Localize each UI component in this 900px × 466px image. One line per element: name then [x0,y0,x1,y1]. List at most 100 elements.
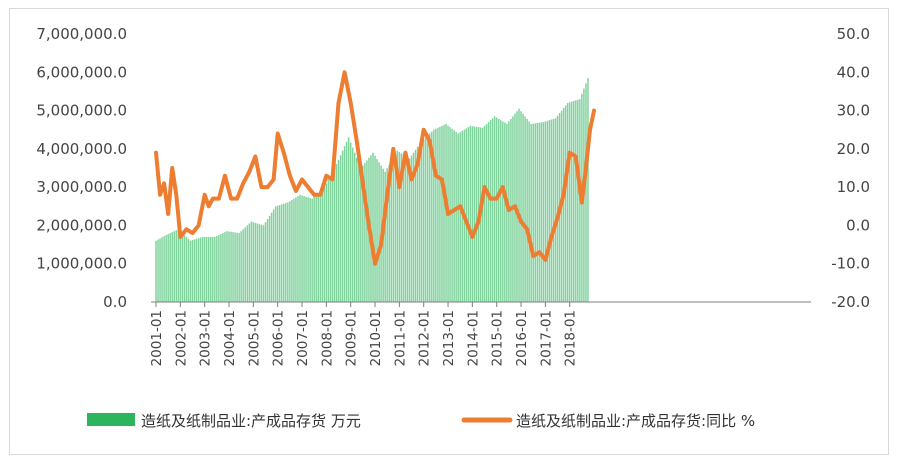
legend: 造纸及纸制品业:产成品存货 万元 造纸及纸制品业:产成品存货:同比 % [87,412,755,430]
bar [155,240,157,302]
bar [258,224,261,302]
bar [408,158,411,302]
bar [410,155,413,302]
bar [544,121,547,302]
x-tick-label: 2006-01 [271,310,287,366]
bar [552,118,555,303]
bar [497,118,500,303]
bar [360,168,362,302]
bar [459,132,461,302]
bar [266,219,269,302]
bar [465,128,468,302]
bar [491,118,494,302]
x-axis: 2001-01 2002-01 2003-01 2004-01 2005-01 2006-… [149,302,579,366]
bar [193,239,196,302]
bar [471,126,474,302]
bar [161,237,163,302]
bar [347,137,350,302]
bar [287,202,289,302]
bar [214,236,216,302]
bar [285,203,287,302]
bar [291,199,293,302]
line-series [154,70,597,266]
bar [238,233,240,302]
x-tick-label: 2018-01 [563,310,579,366]
bar [372,152,374,302]
legend-label-bar: 造纸及纸制品业:产成品存货 万元 [141,412,361,430]
bar [536,123,539,302]
bar [228,231,230,302]
legend-swatch-bar [87,413,135,426]
bar [163,236,165,302]
bar [538,122,541,302]
bar [366,160,368,302]
bar [205,236,208,302]
bar [378,162,380,302]
chart-frame: 7,000,000.0 6,000,000.0 5,000,000.0 4,000,0… [9,8,889,455]
bar [392,157,395,302]
bar [542,122,545,302]
bar [433,129,435,302]
bar [568,102,571,302]
bar [406,157,409,302]
bar [329,175,332,302]
bar [483,125,486,302]
y-right-tick-label: 30.0 [837,102,870,120]
y-left-tick-label: 1,000,000.0 [36,255,127,273]
bar [323,187,326,302]
bar [469,125,472,302]
bar [262,225,265,302]
bar [333,168,336,302]
bar [240,231,242,302]
bar [429,133,431,302]
bar [520,111,522,303]
bar [169,233,171,302]
bar [349,142,352,302]
bar [556,115,559,303]
bar [293,198,295,302]
bar [252,222,255,302]
bar [500,120,502,302]
bar [220,234,222,302]
bar [159,238,161,302]
bar [319,190,322,302]
bar [268,215,271,302]
bar [343,146,346,302]
x-tick-label: 2003-01 [198,310,214,366]
x-tick-label: 2004-01 [222,310,238,366]
chart: 7,000,000.0 6,000,000.0 5,000,000.0 4,000,0… [36,25,870,430]
x-tick-label: 2001-01 [149,310,165,366]
bar [207,236,210,302]
bar [283,203,285,302]
bar [585,83,587,302]
bar [264,222,267,302]
bar [325,183,328,302]
bar [201,236,204,302]
bar [575,100,577,302]
bar [412,152,415,302]
bar [364,162,366,302]
bar [424,137,427,302]
x-tick-label: 2007-01 [295,310,311,366]
bar [418,144,421,302]
bar [358,162,360,302]
bar [435,128,437,302]
bar [374,155,376,302]
bar [577,99,579,302]
bar [341,150,344,302]
bar [493,116,496,302]
bar [457,133,459,302]
bar [564,105,567,302]
bar [236,232,238,302]
bar [431,131,433,302]
y-left-tick-label: 4,000,000.0 [36,140,127,158]
bar [522,113,524,302]
y-right-tick-label: 50.0 [837,25,870,43]
bar [165,235,167,302]
bar [256,223,259,302]
bar [212,236,214,302]
bar [289,201,291,302]
bar [321,189,324,302]
bar [234,232,236,302]
bar [183,235,186,302]
